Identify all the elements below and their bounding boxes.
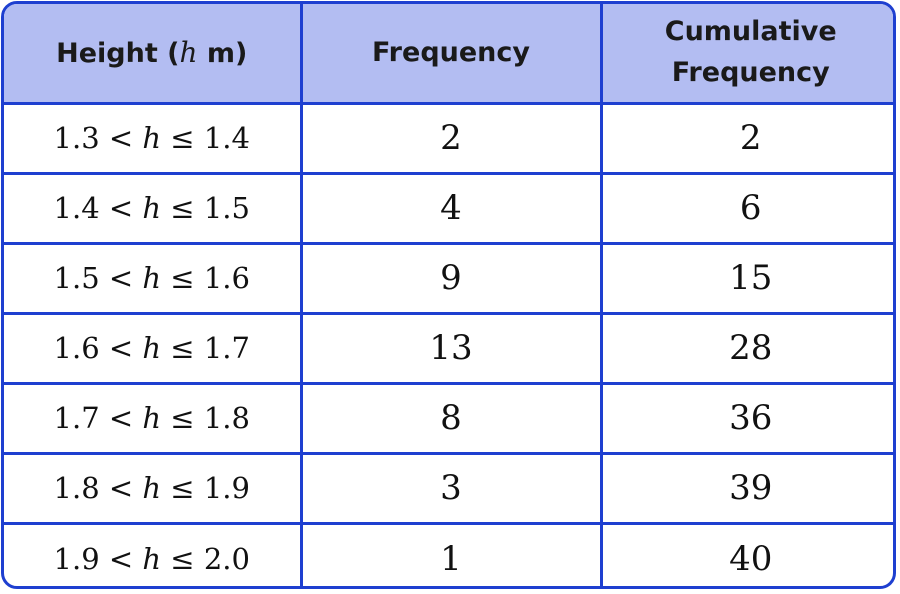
interval-upper: ≤ 1.6: [161, 261, 250, 295]
height-interval-cell: 1.5 < h ≤ 1.6: [4, 241, 303, 315]
interval-variable: h: [142, 331, 162, 365]
interval-upper: ≤ 1.4: [161, 121, 250, 155]
interval-upper: ≤ 2.0: [161, 541, 250, 576]
header-height-prefix: Height (: [56, 37, 180, 69]
table-row: 1.6 < h ≤ 1.7 13 28: [4, 311, 893, 385]
interval-lower: 1.4 <: [53, 191, 143, 225]
interval-lower: 1.9 <: [53, 541, 143, 576]
table-header-row: Height (h m) Frequency Cumulative Freque…: [4, 4, 893, 105]
frequency-cell: 8: [299, 381, 603, 455]
interval-upper: ≤ 1.8: [161, 401, 250, 435]
frequency-cell: 3: [299, 451, 603, 525]
interval-variable: h: [142, 191, 162, 225]
height-interval-cell: 1.6 < h ≤ 1.7: [4, 311, 303, 385]
frequency-cell: 13: [299, 311, 603, 385]
cumulative-frequency-cell: 6: [599, 171, 893, 245]
cumulative-frequency-cell: 28: [599, 311, 893, 385]
frequency-cell: 1: [299, 521, 603, 586]
table-row: 1.3 < h ≤ 1.4 2 2: [4, 101, 893, 175]
height-interval-cell: 1.9 < h ≤ 2.0: [4, 521, 303, 586]
table-row: 1.7 < h ≤ 1.8 8 36: [4, 381, 893, 455]
header-frequency: Frequency: [299, 4, 603, 105]
cumulative-frequency-cell: 2: [599, 101, 893, 175]
cumulative-frequency-table: Height (h m) Frequency Cumulative Freque…: [4, 4, 893, 586]
header-cumulative-frequency: Cumulative Frequency: [599, 4, 893, 105]
table-row: 1.9 < h ≤ 2.0 1 40: [4, 521, 893, 586]
interval-variable: h: [142, 401, 162, 435]
interval-upper: ≤ 1.7: [161, 331, 250, 365]
interval-lower: 1.5 <: [53, 261, 143, 295]
interval-variable: h: [142, 541, 162, 576]
cumulative-frequency-cell: 36: [599, 381, 893, 455]
header-height-suffix: m): [197, 37, 248, 69]
cumulative-frequency-cell: 15: [599, 241, 893, 315]
header-cumulative-line2: Frequency: [671, 56, 830, 88]
interval-variable: h: [142, 121, 162, 155]
interval-lower: 1.6 <: [53, 331, 143, 365]
table-row: 1.5 < h ≤ 1.6 9 15: [4, 241, 893, 315]
height-interval-cell: 1.3 < h ≤ 1.4: [4, 101, 303, 175]
cumulative-frequency-cell: 39: [599, 451, 893, 525]
interval-lower: 1.7 <: [53, 401, 143, 435]
interval-upper: ≤ 1.5: [161, 191, 250, 225]
interval-variable: h: [142, 471, 162, 505]
height-interval-cell: 1.8 < h ≤ 1.9: [4, 451, 303, 525]
frequency-cell: 9: [299, 241, 603, 315]
table-row: 1.4 < h ≤ 1.5 4 6: [4, 171, 893, 245]
frequency-cell: 2: [299, 101, 603, 175]
header-height: Height (h m): [4, 4, 303, 105]
height-interval-cell: 1.4 < h ≤ 1.5: [4, 171, 303, 245]
table-row: 1.8 < h ≤ 1.9 3 39: [4, 451, 893, 525]
interval-upper: ≤ 1.9: [161, 471, 250, 505]
frequency-cell: 4: [299, 171, 603, 245]
interval-lower: 1.8 <: [53, 471, 143, 505]
table-body: 1.3 < h ≤ 1.4 2 2 1.4 < h ≤ 1.5 4 6 1.5 …: [4, 101, 893, 586]
header-height-variable: h: [179, 35, 198, 69]
cumulative-frequency-cell: 40: [599, 521, 893, 586]
interval-lower: 1.3 <: [53, 121, 143, 155]
interval-variable: h: [142, 261, 162, 295]
header-cumulative-line1: Cumulative: [664, 16, 837, 48]
height-interval-cell: 1.7 < h ≤ 1.8: [4, 381, 303, 455]
